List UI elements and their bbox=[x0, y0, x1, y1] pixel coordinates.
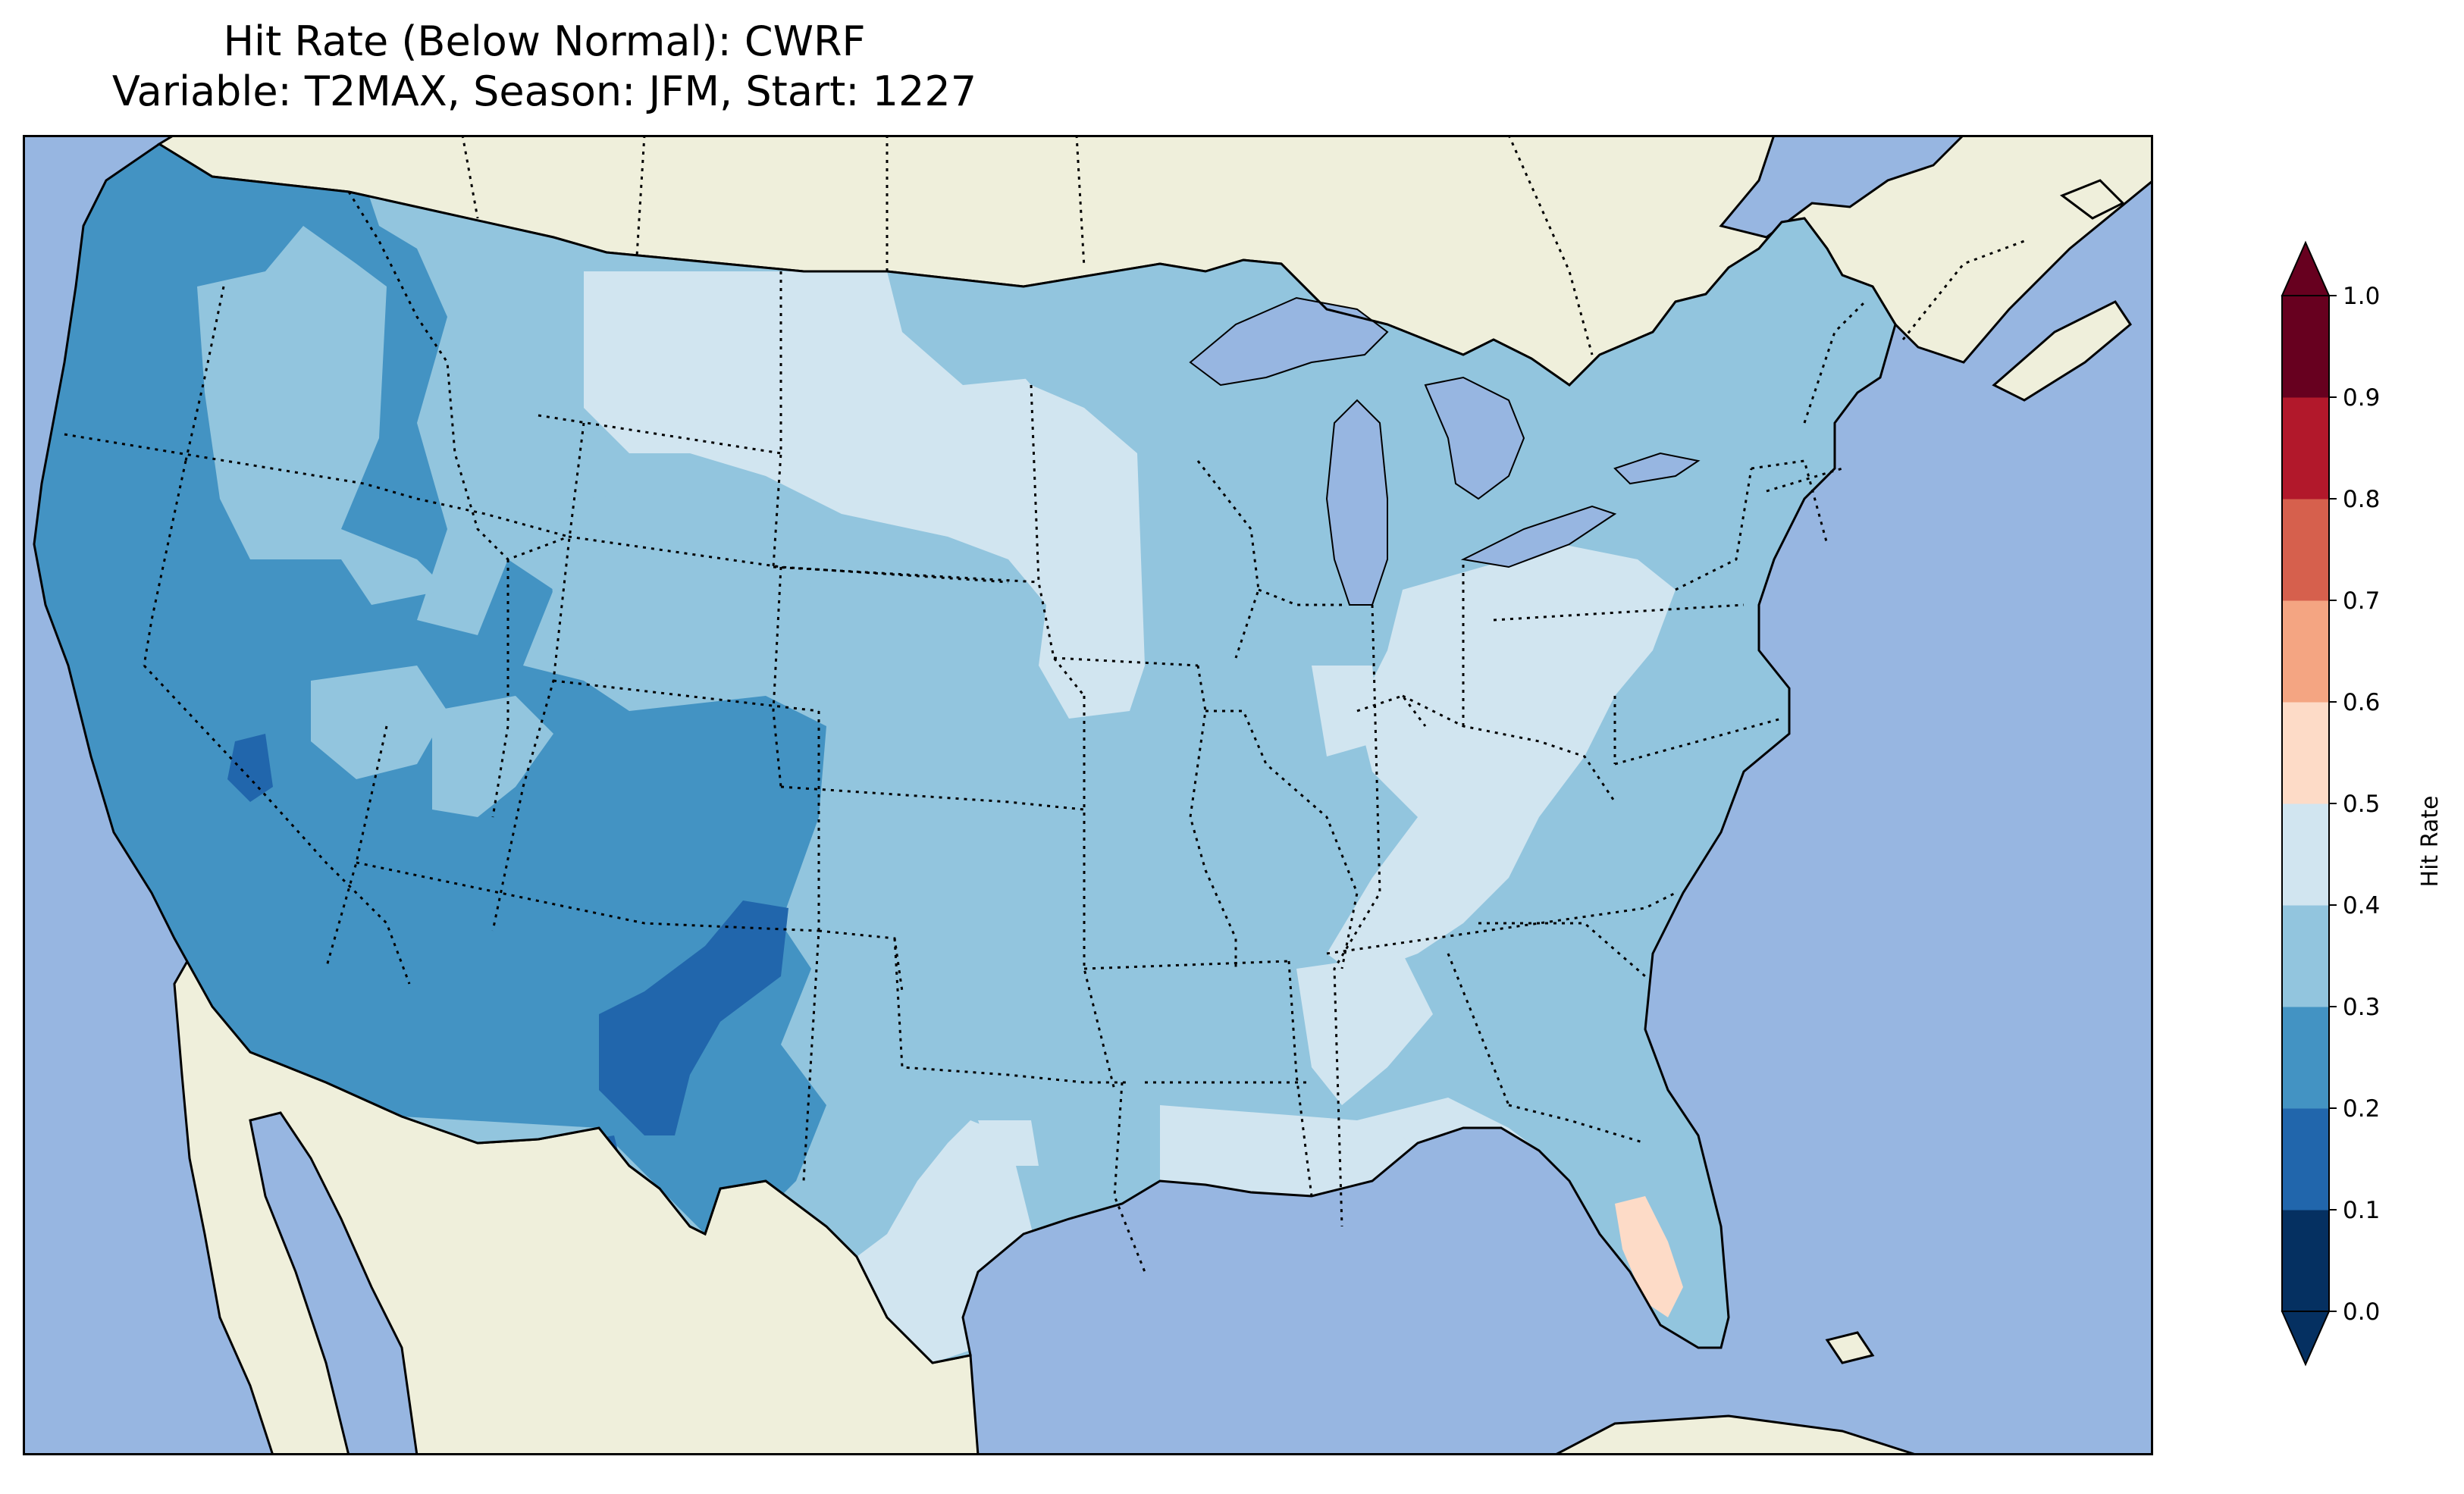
lake-erie bbox=[1460, 505, 1617, 568]
colorbar-bin bbox=[2282, 702, 2329, 804]
colorbar-tick-label: 1.0 bbox=[2343, 283, 2380, 310]
colorbar-label: Hit Rate bbox=[2417, 796, 2444, 888]
colorbar-tick-label: 0.2 bbox=[2343, 1095, 2380, 1123]
cuba-land bbox=[1553, 1414, 1919, 1455]
colorbar-bin bbox=[2282, 499, 2329, 601]
colorbar-bin bbox=[2282, 803, 2329, 906]
colorbar-bin bbox=[2282, 905, 2329, 1007]
colorbar-bin bbox=[2282, 1210, 2329, 1312]
colorbar-tick-label: 0.8 bbox=[2343, 486, 2380, 513]
map-subtitle: Variable: T2MAX, Season: JFM, Start: 122… bbox=[111, 67, 977, 115]
lake-ontario bbox=[1613, 452, 1701, 485]
lake-michigan bbox=[1325, 399, 1388, 606]
map-title: Hit Rate (Below Normal): CWRF bbox=[223, 17, 866, 65]
lake-superior bbox=[1189, 296, 1389, 387]
colorbar-extend-max bbox=[2281, 240, 2331, 296]
colorbar-bins bbox=[2282, 296, 2329, 1312]
state-borders bbox=[64, 191, 1867, 1273]
colorbar-bin bbox=[2282, 296, 2329, 398]
colorbar-extend-min bbox=[2281, 1311, 2331, 1367]
colorbar-tick-label: 0.1 bbox=[2343, 1197, 2380, 1224]
bahamas-land bbox=[1825, 1331, 1875, 1364]
colorbar-bin bbox=[2282, 397, 2329, 500]
colorbar-tick-label: 0.4 bbox=[2343, 892, 2380, 919]
lake-huron bbox=[1424, 376, 1525, 500]
colorbar-tick-label: 0.6 bbox=[2343, 689, 2380, 716]
canada-province-borders bbox=[461, 135, 2025, 355]
colorbar-bin bbox=[2282, 1108, 2329, 1211]
great-lakes bbox=[1189, 296, 1701, 606]
colorbar-tick-label: 0.5 bbox=[2343, 791, 2380, 818]
colorbar: 0.0 0.1 0.2 0.3 0.4 0.5 0.6 0.7 0.8 0.9 1.0 Hit Ra… bbox=[2281, 240, 2444, 1367]
pei-land bbox=[2059, 179, 2125, 220]
colorbar-tick-label: 0.9 bbox=[2343, 384, 2380, 412]
colorbar-bin bbox=[2282, 1007, 2329, 1109]
colorbar-tick-label: 0.0 bbox=[2343, 1298, 2380, 1326]
colorbar-tick-label: 0.3 bbox=[2343, 994, 2380, 1021]
hit-rate-map bbox=[23, 135, 2153, 1455]
map-frame bbox=[23, 135, 2153, 1455]
colorbar-ticks: 0.0 0.1 0.2 0.3 0.4 0.5 0.6 0.7 0.8 0.9 1.0 bbox=[2329, 283, 2380, 1326]
colorbar-tick-label: 0.7 bbox=[2343, 587, 2380, 615]
nova-scotia-land bbox=[1992, 300, 2132, 402]
colorbar-bin bbox=[2282, 600, 2329, 703]
